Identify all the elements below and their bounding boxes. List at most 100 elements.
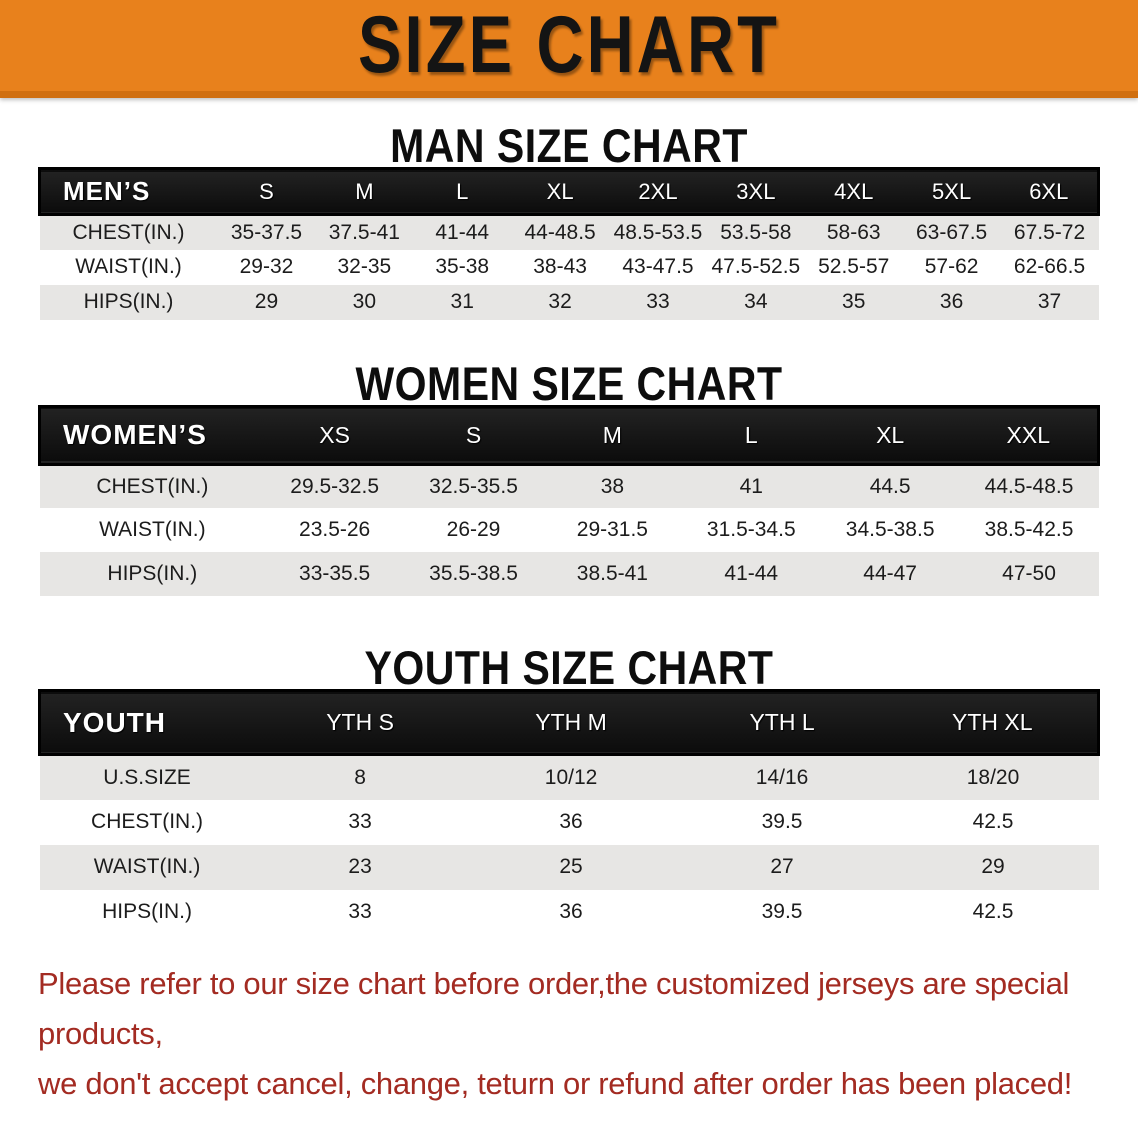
column-header: 2XL [638, 178, 678, 204]
size-value: 26-29 [446, 518, 501, 541]
size-value: 34.5-38.5 [845, 518, 935, 541]
column-header: L [456, 178, 469, 204]
women-chart-heading: WOMEN SIZE CHART [355, 356, 783, 410]
column-header: S [465, 421, 482, 448]
column-header: XXL [1006, 421, 1051, 448]
size-value: 39.5 [761, 810, 803, 833]
table-header-row: YOUTH YTH S YTH M YTH L YTH XL [39, 690, 1099, 755]
column-header: YTH S [326, 709, 394, 735]
size-value: 29.5-32.5 [290, 474, 380, 498]
row-label: HIPS(IN.) [83, 290, 174, 313]
size-value: 62-66.5 [1013, 255, 1086, 278]
table-row: U.S.SIZE 8 10/12 14/16 18/20 [39, 754, 1099, 800]
column-header: YTH L [749, 709, 815, 735]
size-value: 33-35.5 [299, 562, 371, 585]
column-header: 4XL [834, 178, 874, 204]
table-row: HIPS(IN.) 33 36 39.5 42.5 [39, 889, 1099, 935]
size-value: 41-44 [724, 562, 779, 585]
column-header: S [259, 178, 274, 204]
size-value: 35 [842, 290, 866, 313]
size-value: 32.5-35.5 [429, 474, 518, 498]
size-value: 57-62 [924, 255, 979, 278]
size-value: 35-37.5 [230, 220, 303, 244]
youth-size-table: YOUTH YTH S YTH M YTH L YTH XL U.S.SIZE 8 10/12… [38, 689, 1100, 935]
table-header-row: WOMEN’S XS S M L XL XXL [39, 406, 1099, 464]
size-value: 47-50 [1002, 562, 1056, 585]
page-title: SIZE CHART [357, 0, 781, 91]
row-label: U.S.SIZE [103, 765, 191, 789]
column-header: M [355, 178, 374, 204]
column-header: XL [546, 178, 574, 204]
size-value: 43-47.5 [622, 255, 694, 278]
column-header: XL [876, 421, 905, 448]
size-value: 34 [744, 290, 768, 313]
size-value: 38-43 [533, 255, 587, 278]
column-header: M [602, 421, 622, 448]
size-value: 31 [450, 290, 474, 313]
size-value: 38.5-42.5 [984, 518, 1074, 541]
size-value: 41-44 [435, 220, 490, 244]
row-label: WAIST(IN.) [93, 855, 201, 878]
size-value: 25 [559, 855, 583, 878]
disclaimer-text: Please refer to our size chart before or… [0, 959, 1138, 1109]
size-value: 29 [254, 290, 279, 313]
table-corner-label: YOUTH [63, 706, 166, 738]
size-value: 35.5-38.5 [429, 562, 518, 585]
size-value: 44-48.5 [524, 220, 596, 244]
size-value: 41 [739, 474, 763, 498]
size-value: 47.5-52.5 [711, 255, 801, 278]
column-header: XS [319, 421, 350, 448]
size-value: 31.5-34.5 [706, 518, 796, 541]
table-row: WAIST(IN.) 29-32 32-35 35-38 38-43 43-47.5 47.… [39, 249, 1099, 285]
size-value: 32-35 [337, 255, 392, 278]
size-value: 37.5-41 [328, 220, 400, 244]
size-value: 33 [348, 810, 372, 833]
table-row: WAIST(IN.) 23.5-26 26-29 29-31.5 31.5-34.5 34… [39, 508, 1099, 552]
size-value: 44-47 [863, 562, 917, 585]
size-value: 38 [600, 474, 625, 498]
row-label: HIPS(IN.) [102, 900, 192, 923]
size-value: 30 [352, 290, 377, 313]
men-chart-heading: MAN SIZE CHART [390, 119, 748, 173]
column-header: YTH M [535, 709, 607, 735]
row-label: HIPS(IN.) [107, 562, 198, 585]
table-row: CHEST(IN.) 29.5-32.5 32.5-35.5 38 41 44.5 44.5… [39, 464, 1099, 508]
size-value: 29-31.5 [576, 518, 648, 541]
size-value: 32 [548, 290, 572, 313]
size-value: 35-38 [435, 255, 490, 278]
table-row: WAIST(IN.) 23 25 27 29 [39, 844, 1099, 890]
row-label: CHEST(IN.) [72, 220, 185, 244]
row-label: CHEST(IN.) [91, 810, 204, 833]
size-value: 36 [559, 810, 583, 833]
size-value: 48.5-53.5 [613, 220, 703, 244]
row-label: WAIST(IN.) [99, 518, 206, 541]
size-value: 42.5 [972, 900, 1014, 923]
women-size-section: WOMEN SIZE CHART WOMEN’S XS S M L XL XXL CHEST(… [0, 356, 1138, 596]
size-value: 38.5-41 [576, 562, 648, 585]
table-header-row: MEN’S S M L XL 2XL 3XL 4XL 5XL 6XL [39, 168, 1099, 215]
size-value: 8 [354, 765, 366, 789]
size-value: 58-63 [826, 220, 881, 244]
table-row: CHEST(IN.) 35-37.5 37.5-41 41-44 44-48.5 48.5… [39, 214, 1099, 250]
size-value: 23.5-26 [299, 518, 371, 541]
column-header: 5XL [932, 178, 972, 204]
column-header: YTH XL [951, 709, 1033, 735]
size-value: 52.5-57 [818, 255, 890, 278]
column-header: L [744, 421, 758, 448]
row-label: WAIST(IN.) [75, 255, 182, 278]
size-value: 18/20 [966, 765, 1020, 789]
size-value: 29 [981, 855, 1005, 878]
size-value: 36 [939, 290, 964, 313]
banner: SIZE CHART [0, 0, 1138, 98]
men-size-table: MEN’S S M L XL 2XL 3XL 4XL 5XL 6XL CHEST(IN.) 35-37… [38, 167, 1100, 320]
men-size-section: MAN SIZE CHART MEN’S S M L XL 2XL 3XL 4XL 5XL 6XL… [0, 119, 1138, 320]
youth-size-section: YOUTH SIZE CHART YOUTH YTH S YTH M YTH L YTH… [0, 644, 1138, 935]
size-value: 37 [1037, 290, 1062, 313]
size-value: 63-67.5 [915, 220, 988, 244]
size-value: 44.5 [869, 474, 911, 498]
size-value: 33 [348, 900, 372, 923]
column-header: 6XL [1029, 178, 1069, 204]
size-value: 39.5 [761, 900, 803, 923]
size-value: 53.5-58 [720, 220, 792, 244]
table-row: HIPS(IN.) 33-35.5 35.5-38.5 38.5-41 41-44 44-… [39, 552, 1099, 596]
